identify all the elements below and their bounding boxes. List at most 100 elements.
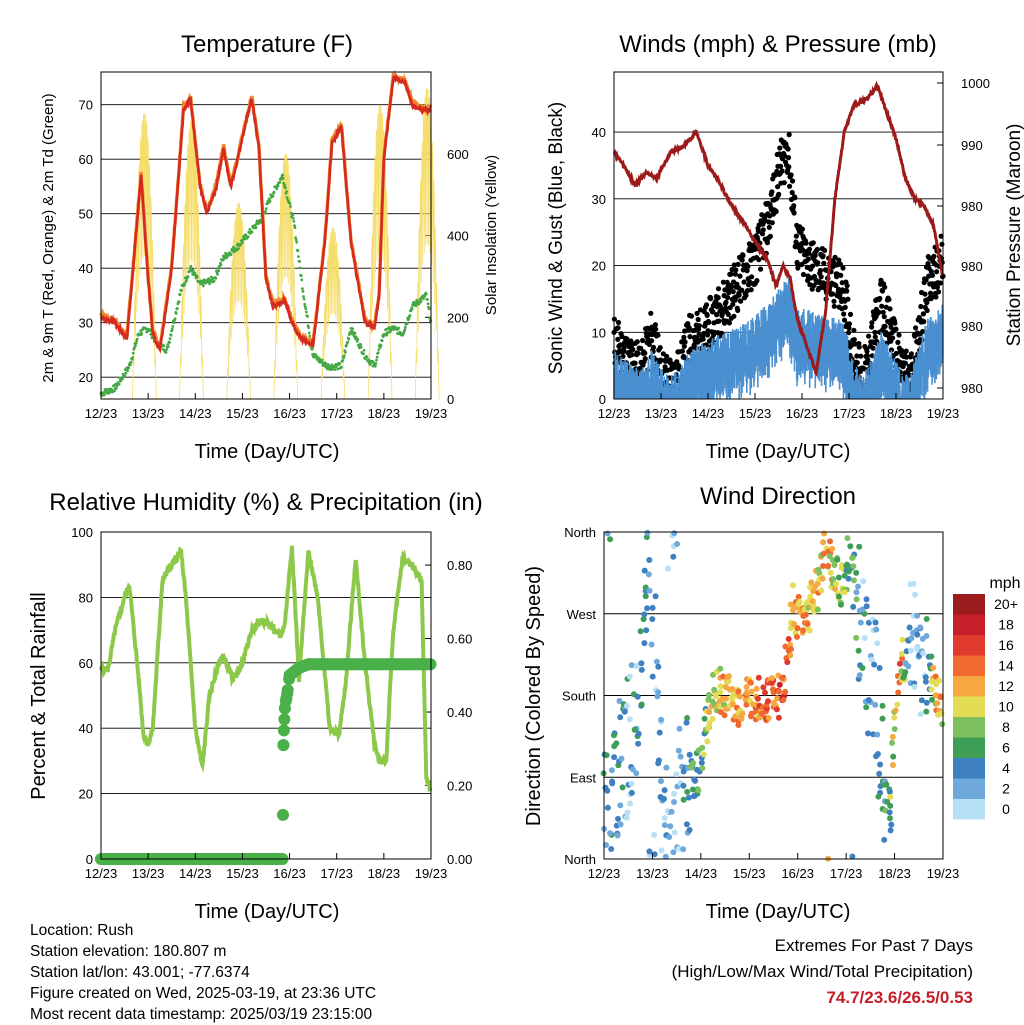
direction-xtick-label: 12/23 [588, 866, 621, 881]
winds-xtick-label: 16/23 [786, 406, 819, 421]
dewpoint-point [131, 356, 135, 359]
direction-point [881, 836, 888, 843]
dewpoint-point [162, 344, 166, 348]
gust-point [681, 343, 687, 349]
legend-label: 10 [998, 699, 1014, 715]
dewpoint-point [275, 187, 279, 191]
dewpoint-point [299, 274, 303, 278]
direction-point [827, 569, 834, 576]
direction-point [656, 729, 663, 736]
dewpoint-point [310, 347, 314, 351]
gust-point [695, 316, 701, 323]
direction-point [649, 616, 656, 623]
gust-point [705, 332, 711, 338]
gust-point [840, 265, 846, 271]
direction-point [695, 787, 702, 794]
direction-point [849, 554, 856, 561]
direction-point [814, 606, 821, 613]
direction-point [754, 695, 761, 702]
temperature-ytick-label: 20 [79, 370, 93, 385]
direction-point [833, 581, 839, 587]
gust-point [706, 319, 712, 325]
solar-insolation-line [320, 226, 346, 400]
dewpoint-point [119, 379, 123, 383]
dewpoint-point [191, 268, 195, 272]
gust-point [934, 269, 940, 275]
gust-point [726, 320, 733, 326]
dewpoint-point [264, 207, 268, 211]
gust-point [688, 313, 695, 319]
direction-point [865, 697, 872, 703]
direction-point [646, 557, 653, 563]
gust-point [854, 360, 860, 366]
direction-point [939, 721, 946, 728]
gust-point [822, 247, 828, 253]
winds-xtick-label: 18/23 [880, 406, 913, 421]
gust-point [918, 303, 924, 310]
gust-point [735, 261, 741, 267]
direction-point [876, 665, 883, 671]
direction-point [850, 563, 857, 570]
dewpoint-point [239, 243, 243, 247]
gust-point [890, 335, 896, 341]
dewpoint-point [336, 367, 340, 371]
dewpoint-point [283, 184, 287, 187]
direction-point [686, 827, 693, 833]
dewpoint-point [329, 368, 333, 371]
direction-point [661, 815, 668, 821]
gust-point [852, 341, 858, 347]
direction-point [868, 656, 875, 663]
gust-point [767, 233, 774, 239]
gust-point [892, 320, 898, 326]
gust-point [803, 240, 809, 246]
temperature-2m-line [100, 73, 432, 355]
gust-point [887, 306, 893, 312]
dewpoint-point [422, 297, 425, 300]
direction-point [784, 659, 791, 666]
gust-point [681, 334, 687, 340]
gust-point [759, 231, 766, 237]
recent-text: Most recent data timestamp: 2025/03/19 2… [30, 1006, 373, 1023]
humidity-xtick-label: 13/23 [132, 866, 165, 881]
gust-point [787, 183, 793, 189]
direction-point [671, 829, 678, 836]
temperature-xtick-label: 18/23 [368, 406, 401, 421]
gust-point [715, 295, 721, 301]
direction-point [723, 695, 730, 702]
solar-ylabel: Solar Insolation (Yellow) [483, 155, 500, 315]
temperature-ytick-label: 40 [79, 261, 93, 276]
gust-point [703, 302, 710, 308]
direction-point [839, 562, 846, 569]
direction-point [633, 770, 640, 777]
pressure-ytick-label: 1000 [961, 76, 990, 91]
dewpoint-point [212, 279, 216, 283]
direction-point [743, 701, 750, 708]
gust-point [831, 298, 837, 304]
direction-point [628, 662, 635, 669]
direction-point [661, 822, 668, 829]
gust-point [856, 344, 862, 350]
gust-point [743, 292, 749, 298]
gust-point [650, 344, 657, 350]
dewpoint-point [301, 287, 304, 291]
gust-point [799, 261, 805, 268]
dewpoint-point [347, 337, 351, 341]
dewpoint-point [124, 371, 128, 375]
direction-ytick-label: East [570, 770, 596, 785]
direction-point [712, 693, 719, 700]
direction-xtick-label: 14/23 [685, 866, 718, 881]
dewpoint-point [193, 271, 197, 275]
gust-point [652, 322, 659, 328]
direction-point [776, 681, 783, 688]
gust-point [920, 328, 926, 335]
humidity-ytick-label: 40 [79, 721, 93, 736]
direction-point [876, 770, 883, 777]
dewpoint-point [301, 290, 305, 293]
gust-point [723, 299, 729, 305]
direction-point [721, 712, 728, 719]
direction-point [779, 675, 785, 681]
direction-point [607, 536, 614, 543]
direction-point [680, 796, 687, 803]
gust-point [857, 369, 863, 375]
direction-point [834, 556, 841, 563]
